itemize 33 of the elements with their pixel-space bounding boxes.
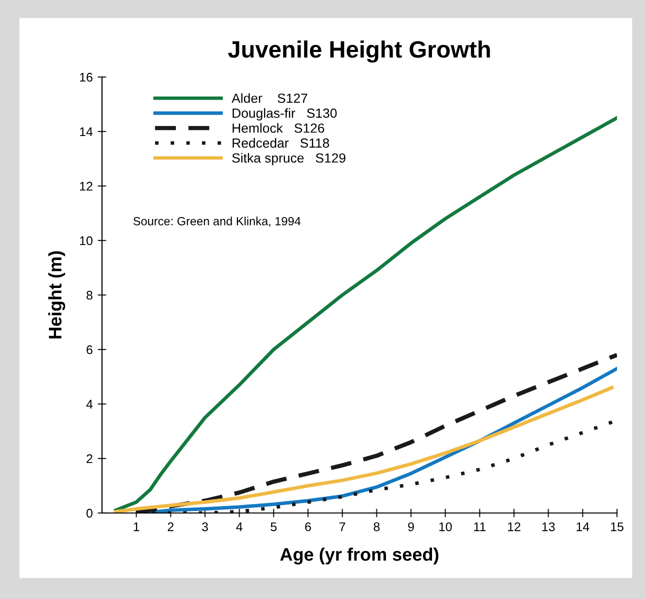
x-tick-label: 5 xyxy=(270,522,277,532)
x-tick-label: 3 xyxy=(202,522,208,532)
legend-label: Redcedar S118 xyxy=(232,138,330,148)
x-tick-label: 6 xyxy=(305,522,311,532)
x-tick-label: 13 xyxy=(542,522,555,532)
y-tick-label: 6 xyxy=(86,345,92,354)
y-tick-label: 10 xyxy=(80,236,92,246)
x-tick-label: 2 xyxy=(168,522,174,532)
x-tick-label: 14 xyxy=(576,522,590,532)
annotation: Source: Green and Klinka, 1994 xyxy=(133,216,301,227)
x-tick-label: 7 xyxy=(340,522,346,532)
x-tick-label: 8 xyxy=(374,522,380,532)
x-axis-title: Age (yr from seed) xyxy=(280,548,438,564)
y-tick-label: 8 xyxy=(86,290,92,300)
y-tick-label: 16 xyxy=(80,72,92,82)
y-tick-label: 4 xyxy=(86,400,93,409)
chart-title: Juvenile Height Growth xyxy=(228,40,490,63)
y-tick-label: 14 xyxy=(80,127,93,136)
legend-label: Douglas-fir S130 xyxy=(232,108,337,120)
x-tick-label: 10 xyxy=(439,522,452,532)
y-tick-label: 12 xyxy=(80,182,92,191)
x-tick-label: 9 xyxy=(408,522,414,532)
x-tick-label: 15 xyxy=(611,522,624,532)
y-tick-label: 2 xyxy=(86,454,92,464)
x-tick-label: 11 xyxy=(474,522,486,532)
y-tick-label: 0 xyxy=(86,508,92,518)
legend-label: Alder S127 xyxy=(232,93,308,103)
x-tick-label: 4 xyxy=(236,522,242,532)
legend-label: Hemlock S126 xyxy=(232,123,324,133)
y-axis-title: Height (m) xyxy=(48,251,66,338)
x-tick-label: 1 xyxy=(134,522,140,532)
x-tick-label: 12 xyxy=(508,522,520,532)
legend-label: Sitka spruce S129 xyxy=(232,152,346,166)
